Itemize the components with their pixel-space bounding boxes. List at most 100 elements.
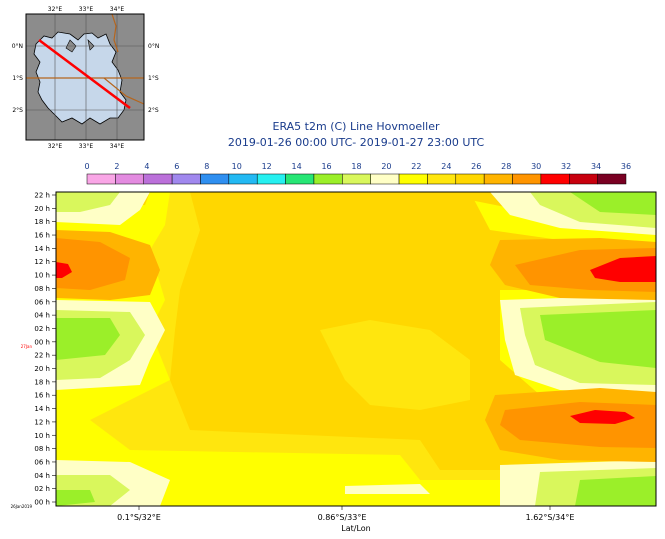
y-tick-label: 18 h [34, 218, 50, 226]
contour-band [56, 238, 130, 290]
chart-subtitle: 2019-01-26 00:00 UTC- 2019-01-27 23:00 U… [228, 136, 485, 149]
contour-band [56, 318, 120, 360]
y-tick-label: 06 h [34, 458, 50, 466]
contour-band [320, 320, 470, 410]
contour-band [56, 490, 95, 506]
colorbar-tick-label: 32 [561, 162, 571, 171]
colorbar-tick-label: 4 [144, 162, 149, 171]
y-tick-label: 00 h [34, 499, 50, 507]
x-axis-title: Lat/Lon [341, 524, 370, 533]
y-tick-label: 18 h [34, 378, 50, 386]
contour-band [590, 256, 656, 282]
contour-band [570, 192, 656, 215]
colorbar-swatch [427, 173, 457, 185]
y-axis: 00 h 02 h 04 h 06 h 08 h 10 h 12 h 14 h 16 h 18 h… [34, 192, 56, 507]
y-tick-label: 12 h [34, 418, 50, 426]
y-tick-label: 16 h [34, 392, 50, 400]
y-tick-label: 04 h [34, 312, 50, 320]
colorbar-swatch [342, 173, 371, 185]
colorbar-swatch [455, 173, 485, 185]
colorbar-swatch [313, 173, 343, 185]
x-tick-label: 0.86°S/33°E [318, 513, 367, 522]
colorbar-swatch [171, 173, 201, 185]
chart-title: ERA5 t2m (C) Line Hovmoeller [273, 120, 440, 133]
country-borders [26, 13, 145, 105]
colorbar-swatch [569, 173, 598, 185]
map-lat-label-left: 2°S [12, 107, 23, 114]
colorbar-swatch [228, 173, 258, 185]
contour-band [540, 310, 656, 368]
y-tick-label: 20 h [34, 365, 50, 373]
colorbar-tick-label: 16 [321, 162, 331, 171]
x-tick-label: 0.1°S/32°E [117, 513, 161, 522]
map-frame [25, 13, 145, 141]
map-lat-label-right: 1°S [148, 75, 159, 82]
colorbar-swatch [398, 173, 428, 185]
colorbar-tick-label: 12 [262, 162, 272, 171]
y-tick-label: 16 h [34, 232, 50, 240]
y-tick-label: 02 h [34, 325, 50, 333]
colorbar-tick-label: 28 [501, 162, 511, 171]
map-lat-label-right: 0°N [148, 43, 159, 50]
date-label-day2: 27Jan [21, 344, 33, 349]
map-lon-label-bottom: 33°E [79, 143, 94, 150]
colorbar-tick-label: 34 [591, 162, 601, 171]
map-lon-label-top: 33°E [79, 6, 94, 13]
section-line [38, 38, 131, 110]
map-lat-label-left: 0°N [12, 43, 23, 50]
y-tick-label: 12 h [34, 258, 50, 266]
colorbar-tick-label: 10 [232, 162, 242, 171]
contour-band [56, 192, 120, 212]
colorbar-tick-label: 2 [114, 162, 119, 171]
colorbar-swatch [200, 173, 230, 185]
date-label-day1: 26Jan2019 [11, 504, 33, 509]
map-lon-label-bottom: 34°E [110, 143, 125, 150]
colorbar-swatch [256, 173, 286, 185]
colorbar-swatch [512, 173, 542, 185]
y-tick-label: 04 h [34, 472, 50, 480]
colorbar-tick-label: 18 [351, 162, 361, 171]
island [87, 39, 95, 51]
map-lat-label-left: 1°S [12, 75, 23, 82]
colorbar-tick-label: 22 [411, 162, 421, 171]
y-tick-label: 02 h [34, 485, 50, 493]
colorbar-swatch [540, 173, 570, 185]
x-tick-label: 1.62°S/34°E [526, 513, 575, 522]
y-tick-label: 10 h [34, 432, 50, 440]
y-tick-label: 14 h [34, 405, 50, 413]
plot-frame [55, 191, 657, 507]
colorbar-tick-label: 26 [471, 162, 481, 171]
map-lon-label-bottom: 32°E [48, 143, 63, 150]
x-axis: 0.1°S/32°E 0.86°S/33°E 1.62°S/34°E [117, 506, 574, 522]
y-tick-label: 14 h [34, 245, 50, 253]
colorbar-swatch [285, 173, 315, 185]
colorbar-swatch [483, 173, 513, 185]
map-inset: 32°E 33°E 34°E 32°E 33°E 34°E 0°N 1°S 2°… [12, 6, 160, 150]
map-lon-label-top: 32°E [48, 6, 63, 13]
y-tick-label: 22 h [34, 192, 50, 200]
map-lon-label-top: 34°E [110, 6, 125, 13]
colorbar-swatch [597, 173, 627, 185]
colorbar-tick-label: 36 [621, 162, 631, 171]
colorbar-tick-label: 20 [381, 162, 391, 171]
map-lat-label-right: 2°S [148, 107, 159, 114]
colorbar-tick-label: 24 [441, 162, 451, 171]
y-tick-label: 06 h [34, 298, 50, 306]
contour-band [56, 262, 72, 278]
hovmoeller-field [56, 192, 656, 506]
colorbar-swatch [86, 173, 116, 185]
colorbar-tick-label: 0 [84, 162, 89, 171]
colorbar-swatch [143, 173, 173, 185]
colorbar-tick-label: 30 [531, 162, 541, 171]
colorbar: 0 2 4 6 8 10 12 14 16 18 20 22 24 26 28 30 32 34 36 [84, 162, 631, 185]
contour-band [345, 484, 430, 494]
y-tick-label: 20 h [34, 205, 50, 213]
y-tick-label: 00 h [34, 338, 50, 346]
colorbar-tick-label: 6 [174, 162, 179, 171]
contour-band [575, 476, 656, 506]
contour-band [570, 410, 635, 424]
colorbar-tick-label: 14 [292, 162, 302, 171]
colorbar-swatch [370, 173, 400, 185]
colorbar-tick-label: 8 [204, 162, 209, 171]
